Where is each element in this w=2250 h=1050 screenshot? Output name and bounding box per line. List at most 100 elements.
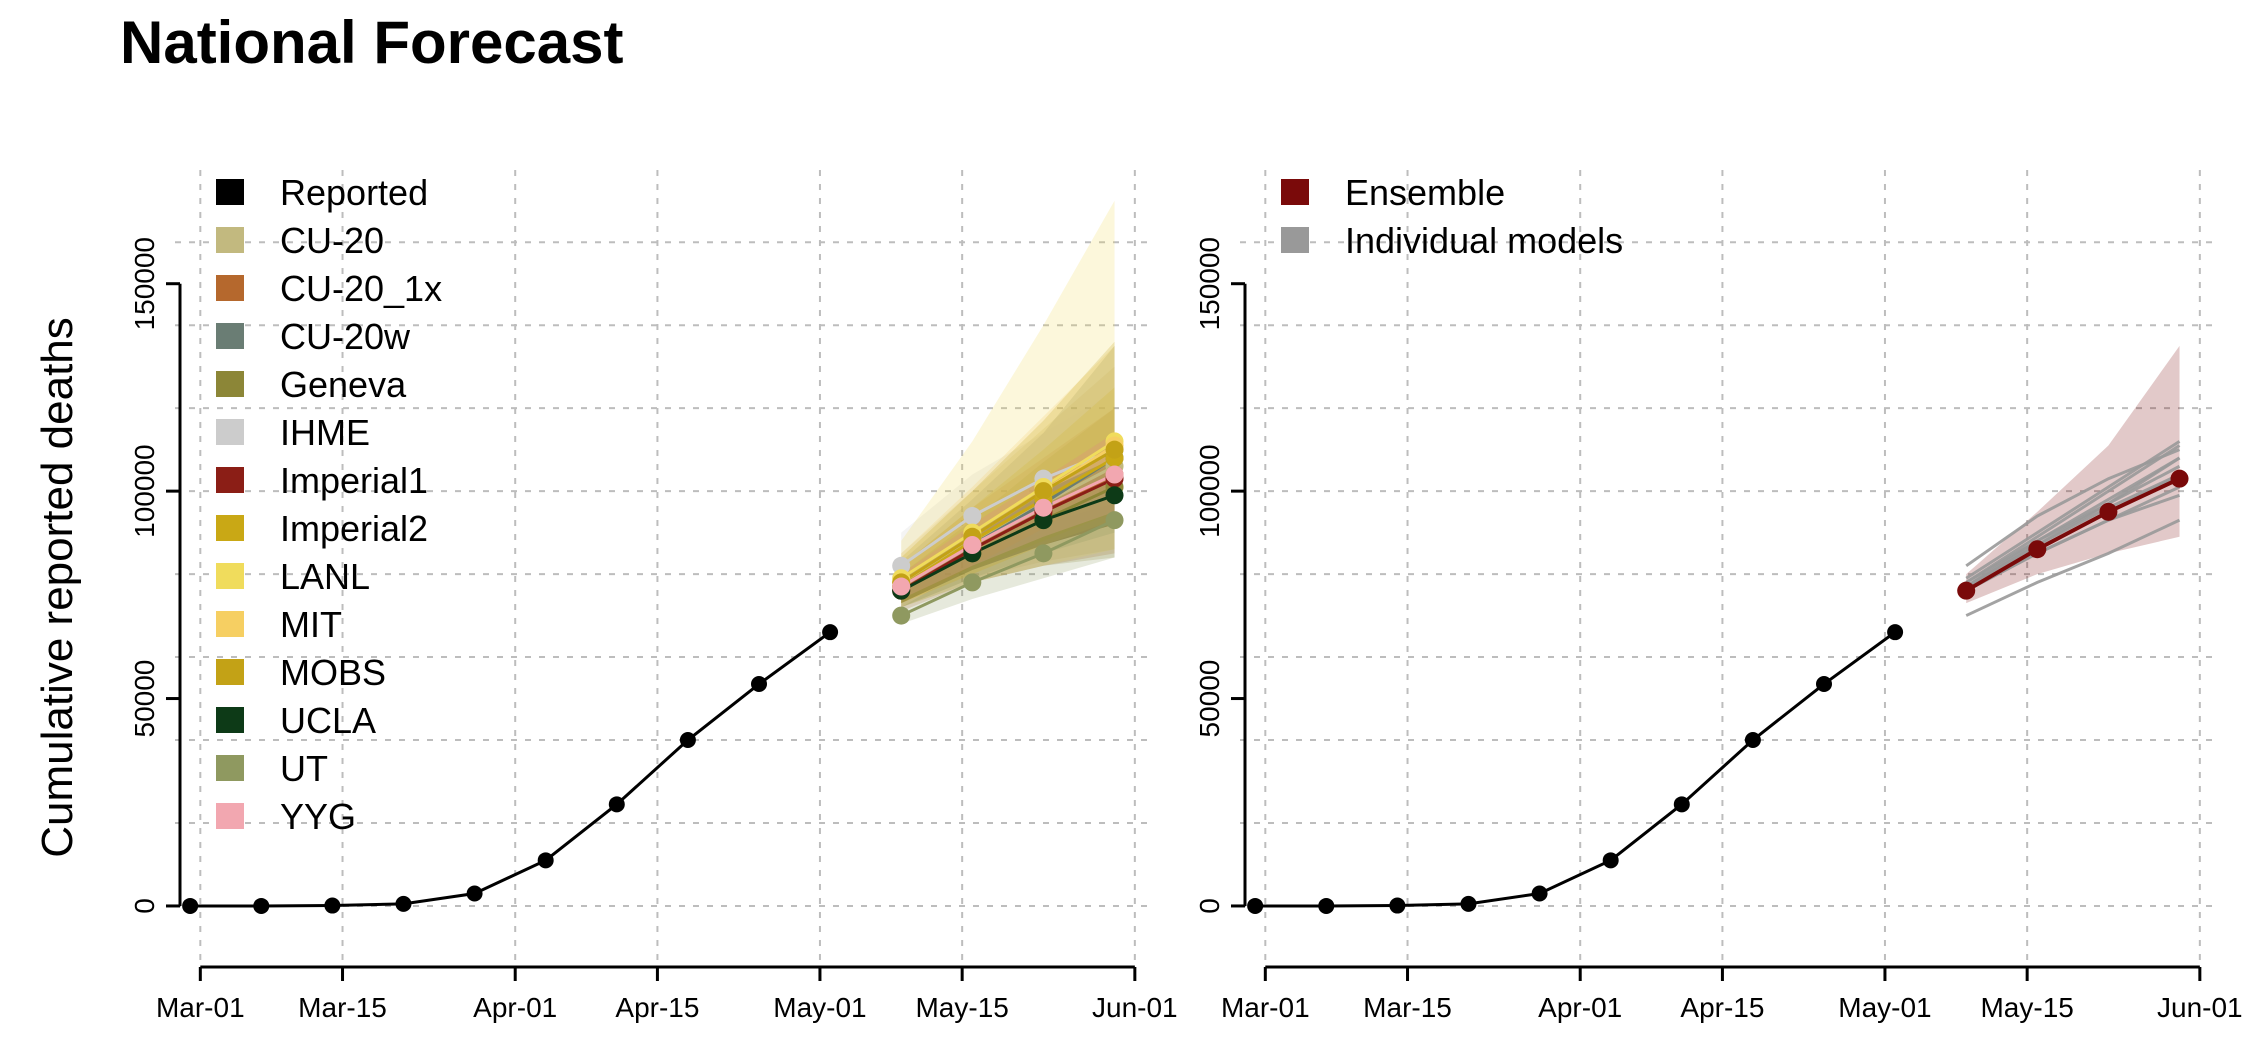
reported-point	[1460, 895, 1477, 912]
y-tick-label: 0	[129, 898, 160, 914]
reported-point	[1602, 852, 1619, 869]
legend-swatch	[1281, 227, 1309, 253]
forecast-point	[963, 573, 982, 592]
forecast-interval	[901, 200, 1115, 608]
legend-label: LANL	[280, 556, 370, 597]
legend-label: YYG	[280, 796, 356, 837]
legend-label: Imperial1	[280, 460, 428, 501]
ensemble-line	[1965, 476, 2181, 593]
legend-swatch	[1281, 179, 1309, 205]
x-tick-label: Jun-01	[1092, 992, 1178, 1023]
forecast-point	[1034, 482, 1053, 501]
legend-label: CU-20w	[280, 316, 411, 357]
reported-point	[1816, 676, 1832, 693]
legend-swatch	[216, 275, 244, 301]
reported-point	[822, 624, 839, 641]
x-tick-label: Mar-15	[298, 992, 387, 1023]
x-tick-label: Mar-01	[156, 992, 245, 1023]
forecast-line	[900, 464, 1116, 584]
x-tick-label: Apr-15	[615, 992, 699, 1023]
forecast-interval	[901, 482, 1115, 624]
forecast-point	[892, 606, 911, 625]
x-tick-label: Apr-01	[1538, 992, 1622, 1023]
forecast-interval	[901, 345, 1115, 604]
individual-model-line	[1965, 473, 2181, 588]
legend-label: MIT	[280, 604, 342, 645]
forecast-point	[1034, 544, 1053, 563]
ensemble-interval	[1966, 345, 2180, 604]
legend-swatch	[216, 179, 244, 205]
reported-point	[751, 676, 767, 693]
legend-swatch	[216, 707, 244, 733]
individual-model-line	[1965, 464, 2181, 584]
grid	[1240, 170, 2220, 970]
y-tick-label: 150000	[1194, 237, 1225, 330]
reported-point	[1673, 796, 1690, 813]
ensemble-point	[1957, 581, 1976, 600]
y-tick-label: 50000	[1194, 660, 1225, 738]
y-axis-label: Cumulative reported deaths	[33, 317, 82, 858]
individual-model-line	[1965, 440, 2181, 580]
reported-point	[1531, 885, 1548, 902]
reported-point	[1318, 897, 1335, 914]
legend-swatch	[216, 659, 244, 685]
ensemble-point	[2028, 540, 2047, 559]
forecast-line	[900, 456, 1116, 588]
legend-label: MOBS	[280, 652, 386, 693]
ensemble-point	[2099, 502, 2118, 521]
legend-swatch	[216, 467, 244, 493]
forecast-point	[963, 536, 982, 555]
forecast-line	[900, 493, 1116, 593]
reported-point	[1389, 897, 1406, 914]
individual-model-line	[1965, 456, 2181, 588]
reported-point	[608, 796, 625, 813]
forecast-point	[1034, 511, 1053, 530]
forecast-line	[900, 473, 1116, 588]
reported-line	[190, 630, 831, 908]
forecast-line	[900, 448, 1116, 584]
y-tick-label: 100000	[1194, 444, 1225, 537]
y-tick-label: 0	[1194, 898, 1225, 914]
forecast-point	[963, 507, 982, 526]
individual-model-line	[1965, 444, 2181, 584]
legend: Reported CU-20 CU-20_1x CU-20w Geneva IHME Imp…	[216, 172, 442, 837]
forecast-interval	[901, 345, 1115, 608]
page-title: National Forecast	[120, 9, 624, 76]
legend-label: CU-20_1x	[280, 268, 442, 309]
forecast-interval	[901, 408, 1115, 608]
legend-label: Ensemble	[1345, 172, 1505, 213]
forecast-point	[1105, 511, 1124, 530]
forecast-point	[892, 556, 911, 575]
forecast-point	[892, 577, 911, 596]
reported-point	[1887, 624, 1904, 641]
legend-label: Individual models	[1345, 220, 1623, 261]
reported-point	[1247, 897, 1264, 914]
legend-swatch	[216, 323, 244, 349]
reported-point	[1744, 732, 1761, 749]
x-tick-label: Jun-01	[2157, 992, 2243, 1023]
legend: Ensemble Individual models	[1281, 172, 1623, 261]
legend-swatch	[216, 563, 244, 589]
legend-label: UT	[280, 748, 328, 789]
legend-swatch	[216, 803, 244, 829]
reported-point	[253, 897, 270, 914]
legend-label: CU-20	[280, 220, 384, 261]
forecast-line	[900, 440, 1116, 580]
reported-point	[679, 732, 696, 749]
left-panel: 0 50000 100000 150000 Mar-01 Mar-15 Apr-01 Apr-…	[33, 170, 1178, 1023]
x-tick-label: May-01	[1838, 992, 1931, 1023]
reported-point	[395, 895, 412, 912]
forecast-line	[900, 518, 1116, 617]
legend-swatch	[216, 755, 244, 781]
ensemble-point	[2170, 469, 2189, 488]
reported-point	[324, 897, 341, 914]
legend-swatch	[216, 419, 244, 445]
legend-swatch	[216, 515, 244, 541]
legend-label: Reported	[280, 172, 428, 213]
forecast-point	[1105, 465, 1124, 484]
reported-line	[1255, 630, 1896, 908]
legend-label: Geneva	[280, 364, 407, 405]
right-panel: 0 50000 100000 150000 Mar-01 Mar-15 Apr-01 Apr-…	[1194, 170, 2243, 1023]
legend-label: UCLA	[280, 700, 376, 741]
forecast-point	[1034, 498, 1053, 517]
